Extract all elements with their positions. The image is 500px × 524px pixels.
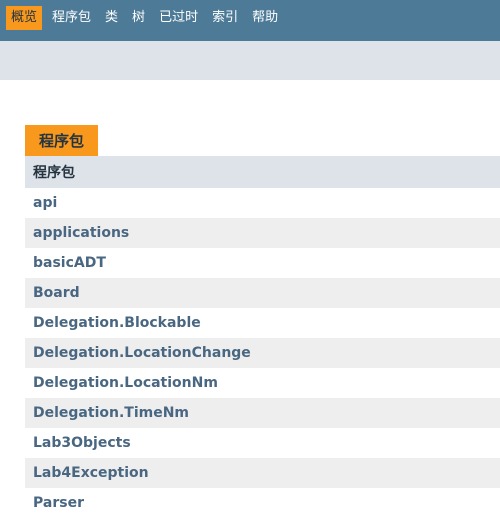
top-navigation-bar: 概览 程序包 类 树 已过时 索引 帮助	[0, 0, 500, 41]
package-link-board[interactable]: Board	[33, 285, 80, 301]
table-row: Parser	[25, 488, 500, 518]
nav-packages[interactable]: 程序包	[52, 10, 92, 25]
package-summary-panel: 程序包 程序包 api applications basicADT Board …	[25, 125, 500, 518]
sub-navigation-bar	[0, 41, 500, 80]
nav-classes[interactable]: 类	[105, 10, 119, 25]
table-row: applications	[25, 218, 500, 248]
package-link-lab3objects[interactable]: Lab3Objects	[33, 435, 131, 451]
table-row: Delegation.TimeNm	[25, 398, 500, 428]
package-link-api[interactable]: api	[33, 195, 58, 211]
package-link-delegation-blockable[interactable]: Delegation.Blockable	[33, 315, 201, 331]
package-link-applications[interactable]: applications	[33, 225, 130, 241]
nav-deprecated[interactable]: 已过时	[159, 10, 199, 25]
nav-help[interactable]: 帮助	[252, 10, 279, 25]
package-table: 程序包 api applications basicADT Board Dele…	[25, 156, 500, 518]
package-link-parser[interactable]: Parser	[33, 495, 84, 511]
nav-tree[interactable]: 树	[132, 10, 146, 25]
package-link-basicadt[interactable]: basicADT	[33, 255, 106, 271]
table-row: Lab3Objects	[25, 428, 500, 458]
table-row: Delegation.LocationChange	[25, 338, 500, 368]
package-link-delegation-timenm[interactable]: Delegation.TimeNm	[33, 405, 190, 421]
package-link-delegation-locationnm[interactable]: Delegation.LocationNm	[33, 375, 218, 391]
table-row: Delegation.Blockable	[25, 308, 500, 338]
table-row: Board	[25, 278, 500, 308]
package-link-delegation-locationchange[interactable]: Delegation.LocationChange	[33, 345, 251, 361]
table-row: Lab4Exception	[25, 458, 500, 488]
nav-index[interactable]: 索引	[212, 10, 239, 25]
package-table-header: 程序包	[25, 156, 500, 188]
nav-list: 概览 程序包 类 树 已过时 索引 帮助	[6, 6, 282, 30]
table-row: basicADT	[25, 248, 500, 278]
table-row: Delegation.LocationNm	[25, 368, 500, 398]
table-row: api	[25, 188, 500, 218]
package-link-lab4exception[interactable]: Lab4Exception	[33, 465, 149, 481]
package-summary-caption: 程序包	[25, 125, 99, 156]
nav-overview[interactable]: 概览	[6, 6, 43, 30]
